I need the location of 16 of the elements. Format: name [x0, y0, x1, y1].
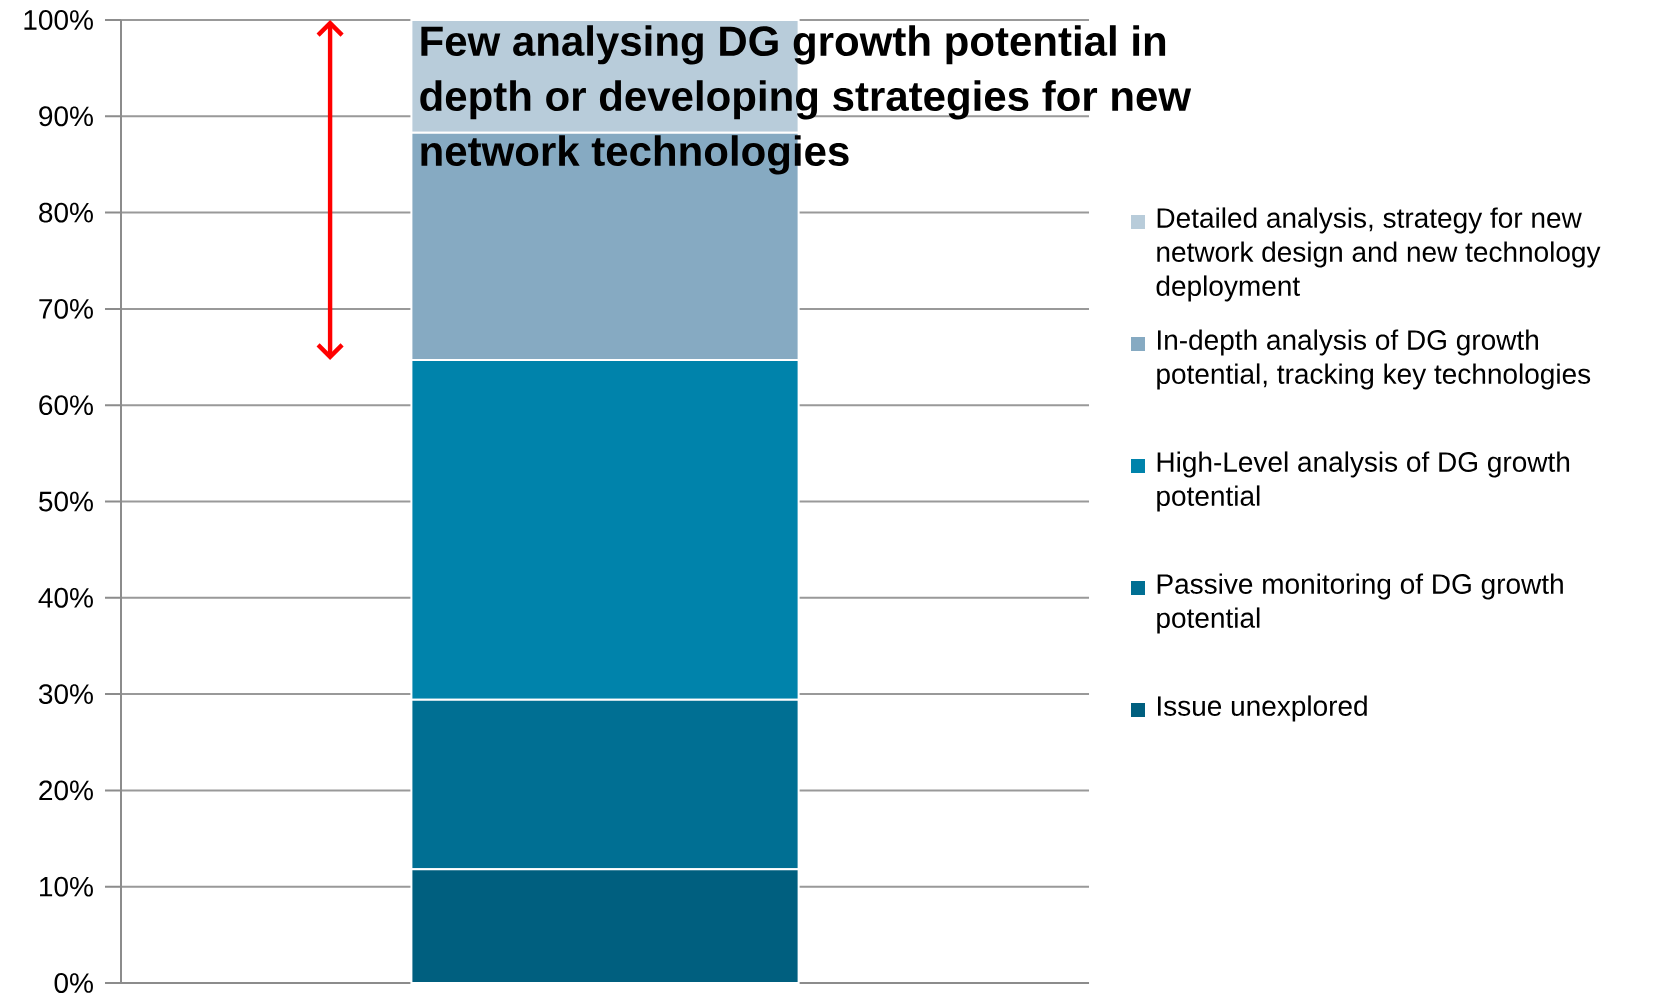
y-tick-label: 20% — [39, 780, 93, 801]
y-tick-label: 40% — [38, 587, 93, 608]
y-tick-label: 80% — [39, 202, 93, 223]
y-tick-label: 10% — [40, 876, 93, 897]
y-tick-label: 60% — [39, 395, 93, 416]
legend-label: High-Level analysis of DG growth potential — [1157, 451, 1570, 512]
y-tick-label: 50% — [39, 491, 93, 512]
legend-label: Issue unexplored — [1157, 695, 1367, 722]
y-tick-label: 30% — [38, 684, 93, 705]
y-tick-label: 70% — [39, 298, 93, 319]
legend-label: In-depth analysis of DG growth potential, tracking key technologies — [1157, 329, 1591, 390]
legend-label: Passive monitoring of DG growth potential — [1157, 573, 1563, 634]
y-tick-label: 100% — [24, 10, 93, 30]
y-tick-label: 90% — [39, 106, 93, 127]
y-tick-label: 0% — [54, 973, 93, 993]
legend-label: Detailed analysis, strategy for new network design and new technology deployment — [1156, 207, 1601, 302]
